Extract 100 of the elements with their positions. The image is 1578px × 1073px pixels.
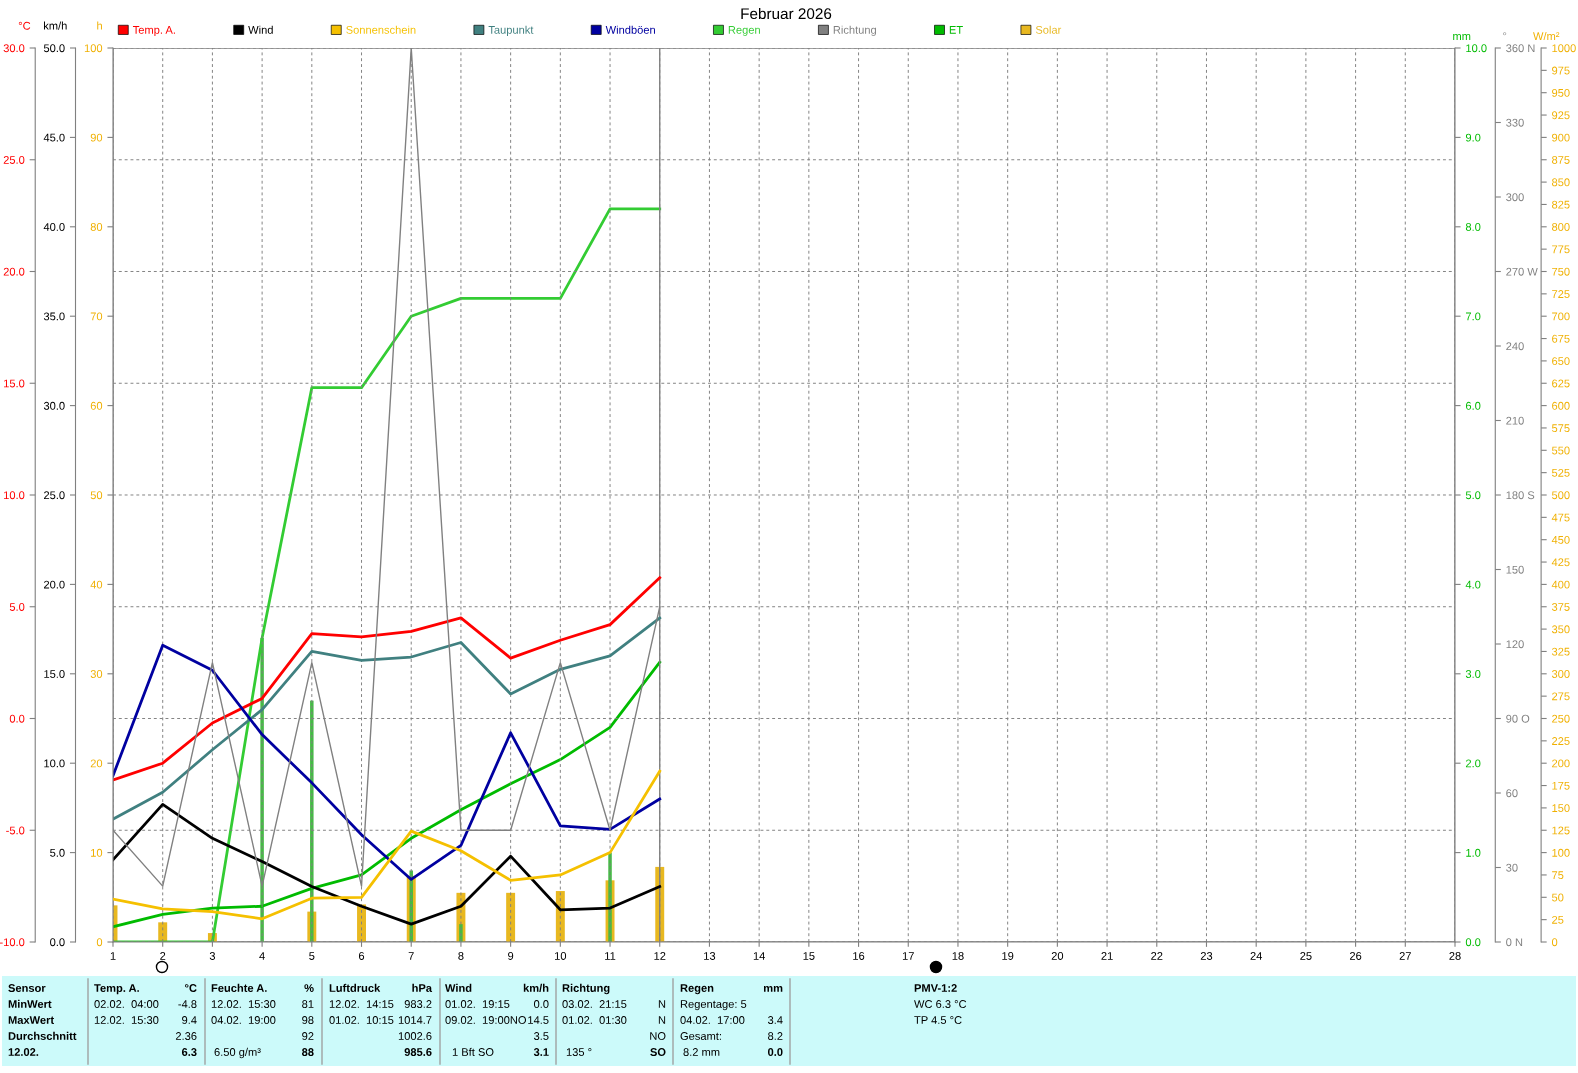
x-tick-label: 4 bbox=[259, 952, 265, 960]
y2-tick-label: 0.0 bbox=[50, 938, 65, 947]
legend-label: Windböen bbox=[605, 25, 655, 34]
text: Gesamt: bbox=[680, 1032, 721, 1040]
y3-tick-label: 30 bbox=[90, 670, 103, 678]
x-tick-label: 1 bbox=[110, 952, 116, 960]
y3-tick-label: 60 bbox=[90, 401, 103, 410]
x-tick-label: 16 bbox=[853, 952, 865, 960]
legend-label: Solar bbox=[1035, 25, 1062, 34]
x-tick-label: 14 bbox=[753, 952, 765, 960]
y2-tick-label: 330 bbox=[1506, 118, 1524, 127]
y-tick-label: 2.0 bbox=[1465, 759, 1481, 768]
text: 3.5 bbox=[533, 1032, 549, 1040]
text: 135 ° bbox=[566, 1048, 592, 1056]
y-tick-label: 5.0 bbox=[1465, 491, 1481, 500]
text: Temp. A. bbox=[94, 984, 139, 995]
text: 04.02. 17:00 bbox=[680, 1016, 745, 1024]
text: 81 bbox=[302, 1000, 314, 1008]
text: 01.02. 01:30 bbox=[562, 1016, 627, 1024]
y3-tick-label: 25 bbox=[1552, 915, 1564, 924]
text: 3.1 bbox=[533, 1048, 549, 1056]
x-tick-label: 22 bbox=[1151, 952, 1163, 960]
x-tick-label: 13 bbox=[704, 952, 716, 960]
chart-title: Februar 2026 bbox=[741, 7, 832, 20]
y3-tick-label: 250 bbox=[1552, 714, 1570, 723]
text: PMV-1:2 bbox=[914, 984, 957, 992]
y3-axis-title: W/m² bbox=[1533, 31, 1560, 41]
y2-tick-label: 30.0 bbox=[43, 401, 65, 410]
legend-label: Temp. A. bbox=[132, 26, 175, 36]
text: 985.6 bbox=[404, 1048, 432, 1056]
y2-tick-label: 360 N bbox=[1506, 44, 1535, 53]
x-tick-label: 28 bbox=[1449, 952, 1461, 960]
y2-tick-label: 270 W bbox=[1506, 267, 1538, 276]
x-tick-label: 5 bbox=[309, 952, 315, 960]
text: TP 4.5 °C bbox=[914, 1016, 962, 1024]
y2-tick-label: 45.0 bbox=[43, 133, 65, 142]
x-tick-label: 6 bbox=[358, 952, 365, 960]
text: Durchschnitt bbox=[8, 1031, 77, 1040]
y-tick-label: 30.0 bbox=[3, 44, 25, 53]
x-tick-label: 24 bbox=[1250, 952, 1263, 960]
text: 3.4 bbox=[767, 1016, 783, 1024]
y-tick-label: -5.0 bbox=[6, 826, 25, 835]
x-tick-label: 7 bbox=[408, 952, 414, 960]
line-series bbox=[113, 643, 662, 881]
text: % bbox=[304, 984, 314, 992]
text: 01.02. 10:15 bbox=[329, 1016, 394, 1024]
text: MinWert bbox=[8, 999, 52, 1008]
y-axis-title: °C bbox=[18, 21, 31, 30]
y3-tick-label: 425 bbox=[1551, 558, 1570, 567]
y3-tick-label: 20 bbox=[90, 759, 103, 768]
text: 12.02. 14:15 bbox=[329, 1000, 394, 1008]
legend-label: Taupunkt bbox=[488, 25, 534, 36]
y2-tick-label: 50.0 bbox=[43, 44, 65, 53]
y3-tick-label: 400 bbox=[1551, 580, 1570, 589]
x-tick-label: 3 bbox=[209, 952, 216, 960]
y2-tick-label: 35.0 bbox=[43, 312, 65, 321]
text: 6.50 g/m³ bbox=[214, 1047, 261, 1059]
legend-label: Richtung bbox=[833, 25, 876, 36]
y3-tick-label: 675 bbox=[1552, 334, 1570, 343]
x-tick-label: 18 bbox=[952, 952, 964, 960]
y3-tick-label: 850 bbox=[1552, 178, 1570, 187]
y-axis-title: mm bbox=[1453, 33, 1471, 40]
text: NO bbox=[650, 1032, 666, 1040]
y3-tick-label: 775 bbox=[1552, 245, 1570, 254]
x-tick-label: 12 bbox=[654, 952, 666, 960]
y2-tick-label: 150 bbox=[1506, 565, 1524, 574]
text: hPa bbox=[412, 983, 433, 992]
y3-tick-label: 925 bbox=[1552, 111, 1570, 120]
line-series bbox=[113, 616, 662, 821]
text: Richtung bbox=[562, 983, 610, 995]
x-tick-label: 27 bbox=[1399, 952, 1411, 960]
x-tick-label: 21 bbox=[1101, 952, 1113, 960]
y3-tick-label: 475 bbox=[1551, 513, 1570, 522]
y3-tick-label: 700 bbox=[1552, 312, 1570, 321]
x-tick-label: 17 bbox=[902, 952, 914, 960]
y3-tick-label: 325 bbox=[1551, 647, 1570, 656]
y-tick-label: 0.0 bbox=[9, 714, 25, 723]
text: 1002.6 bbox=[398, 1032, 432, 1040]
y-tick-label: -10.0 bbox=[0, 938, 25, 947]
text: km/h bbox=[523, 983, 549, 993]
text: N bbox=[658, 1016, 666, 1024]
y-tick-label: 4.0 bbox=[1465, 580, 1481, 589]
text: 01.02. 19:15 bbox=[445, 1000, 510, 1008]
text: 02.02. 04:00 bbox=[94, 1000, 159, 1008]
legend-label: Wind bbox=[248, 25, 273, 34]
y3-tick-label: 150 bbox=[1552, 804, 1570, 813]
text: 92 bbox=[302, 1032, 314, 1040]
text: °C bbox=[185, 984, 197, 992]
text: -4.8 bbox=[178, 1000, 197, 1008]
x-tick-label: 8 bbox=[458, 952, 464, 960]
x-tick-label: 15 bbox=[803, 952, 815, 960]
y2-tick-label: 210 bbox=[1506, 416, 1524, 425]
y3-tick-label: 10 bbox=[91, 848, 103, 857]
y3-tick-label: 100 bbox=[84, 44, 103, 53]
y3-tick-label: 375 bbox=[1551, 603, 1570, 611]
text: 04.02. 19:00 bbox=[211, 1016, 276, 1024]
text: Wind bbox=[445, 983, 472, 992]
y2-tick-label: 300 bbox=[1506, 193, 1524, 202]
text: Regentage: 5 bbox=[680, 1000, 747, 1011]
y2-tick-label: 60 bbox=[1506, 789, 1518, 798]
